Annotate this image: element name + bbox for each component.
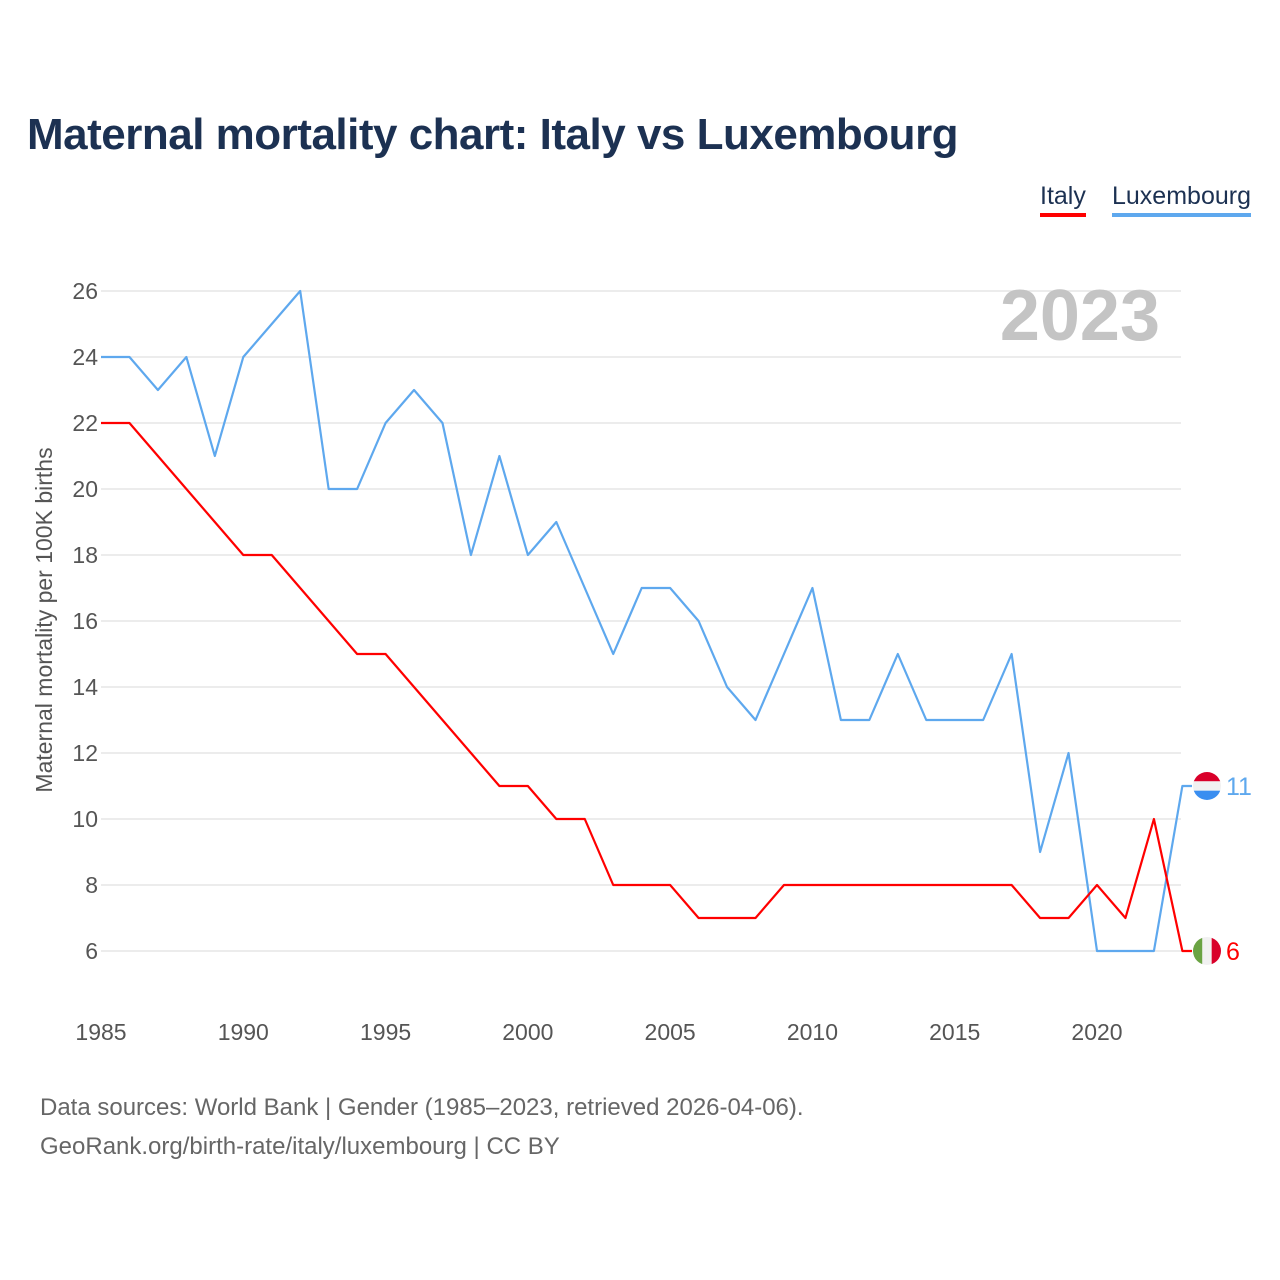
series-line-luxembourg[interactable] bbox=[101, 289, 1192, 953]
legend-luxembourg[interactable]: Luxembourg bbox=[1112, 182, 1251, 217]
y-tick-label: 22 bbox=[72, 410, 98, 436]
x-tick-label: 2020 bbox=[1071, 1019, 1122, 1045]
y-tick-label: 8 bbox=[85, 872, 98, 898]
x-tick-label: 1995 bbox=[360, 1019, 411, 1045]
y-tick-label: 6 bbox=[85, 938, 98, 964]
y-tick-label: 26 bbox=[72, 278, 98, 304]
y-tick-label: 16 bbox=[72, 608, 98, 634]
y-tick-label: 24 bbox=[72, 344, 98, 370]
legend-italy[interactable]: Italy bbox=[1040, 182, 1086, 217]
x-tick-label: 2005 bbox=[645, 1019, 696, 1045]
x-tick-label: 2010 bbox=[787, 1019, 838, 1045]
y-tick-label: 12 bbox=[72, 740, 98, 766]
end-value-label: 11 bbox=[1226, 773, 1252, 801]
x-tick-label: 1985 bbox=[75, 1019, 126, 1045]
chart-title: Maternal mortality chart: Italy vs Luxem… bbox=[27, 110, 959, 159]
y-tick-label: 18 bbox=[72, 542, 98, 568]
series-line-italy[interactable] bbox=[101, 421, 1192, 953]
end-value-label: 6 bbox=[1226, 938, 1240, 966]
year-label: 2023 bbox=[1000, 276, 1160, 356]
flag-luxembourg-icon bbox=[1193, 772, 1221, 800]
y-axis-label: Maternal mortality per 100K births bbox=[31, 447, 57, 792]
y-tick-label: 10 bbox=[72, 806, 98, 832]
x-tick-label: 2015 bbox=[929, 1019, 980, 1045]
flag-italy-icon bbox=[1193, 937, 1221, 965]
y-tick-label: 20 bbox=[72, 476, 98, 502]
source-note: Data sources: World Bank | Gender (1985–… bbox=[40, 1088, 804, 1166]
x-tick-label: 2000 bbox=[502, 1019, 553, 1045]
source-line-2[interactable]: GeoRank.org/birth-rate/italy/luxembourg … bbox=[40, 1133, 560, 1160]
source-line-1: Data sources: World Bank | Gender (1985–… bbox=[40, 1094, 804, 1121]
x-tick-label: 1990 bbox=[218, 1019, 269, 1045]
y-tick-label: 14 bbox=[72, 674, 98, 700]
